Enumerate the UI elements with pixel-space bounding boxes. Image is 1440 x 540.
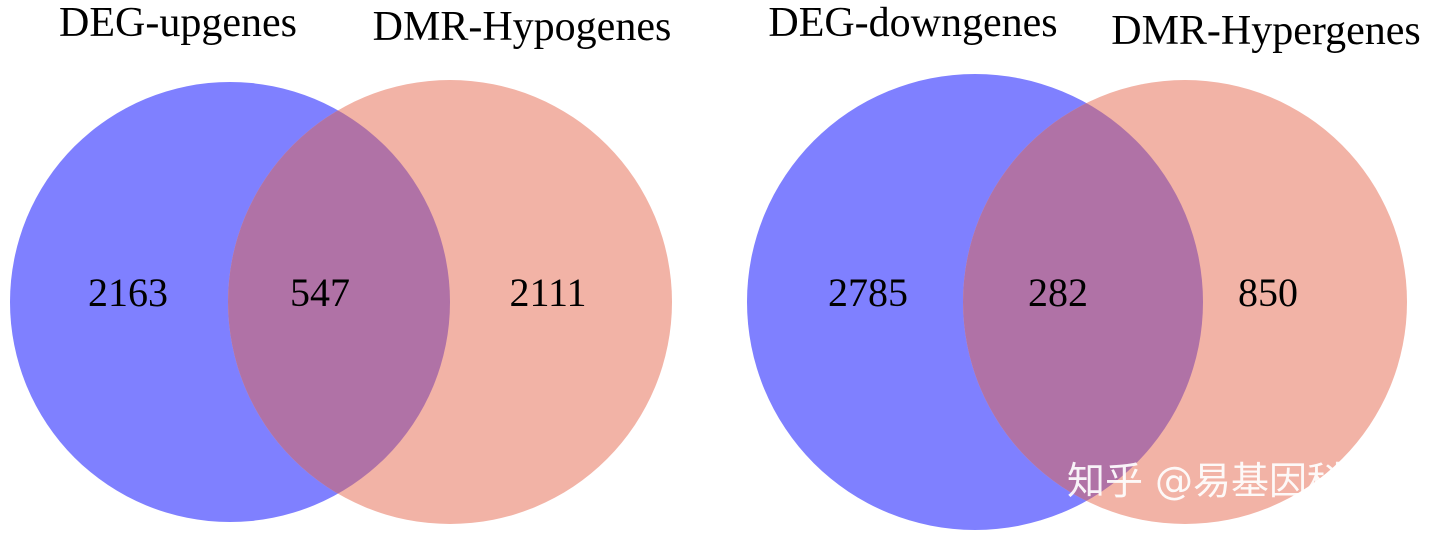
overlap-region — [228, 82, 450, 522]
right-only-count: 850 — [1238, 270, 1298, 315]
right-set-label: DMR-Hypergenes — [1111, 8, 1421, 54]
intersection-count: 547 — [290, 270, 350, 315]
left-only-count: 2785 — [828, 270, 908, 315]
left-only-count: 2163 — [88, 270, 168, 315]
venn-diagram-2: DEG-downgenes DMR-Hypergenes 2785 282 85… — [747, 0, 1421, 530]
venn-diagram-1: DEG-upgenes DMR-Hypogenes 2163 547 2111 — [10, 0, 672, 524]
intersection-count: 282 — [1028, 270, 1088, 315]
right-set-label: DMR-Hypogenes — [373, 4, 672, 50]
right-only-count: 2111 — [509, 270, 586, 315]
left-set-label: DEG-upgenes — [59, 0, 297, 46]
overlap-region — [963, 80, 1203, 524]
left-set-label: DEG-downgenes — [768, 0, 1057, 46]
watermark: 知乎 @易基因科技 — [1067, 459, 1383, 503]
